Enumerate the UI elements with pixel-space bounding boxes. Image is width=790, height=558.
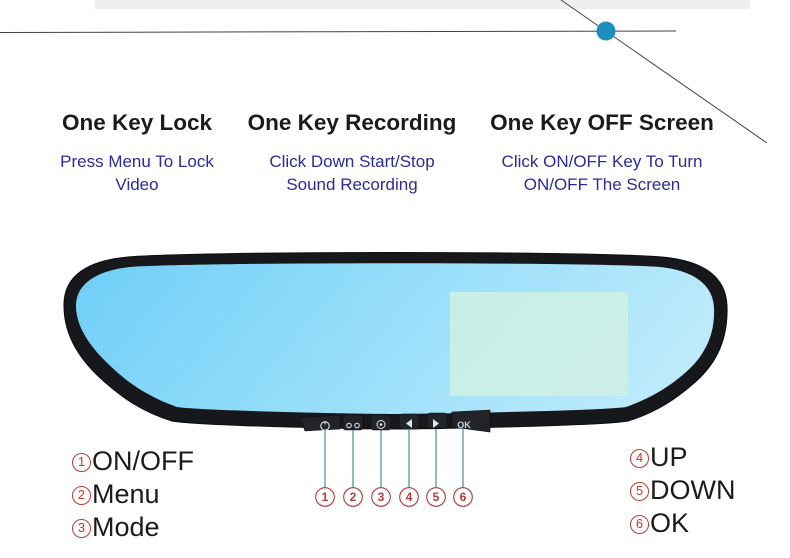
svg-text:4: 4: [406, 490, 413, 504]
svg-text:3: 3: [378, 490, 385, 504]
svg-text:6: 6: [460, 490, 467, 504]
svg-text:1: 1: [322, 490, 329, 504]
svg-text:OK: OK: [457, 420, 471, 430]
svg-text:5: 5: [433, 490, 440, 504]
svg-text:2: 2: [350, 490, 357, 504]
